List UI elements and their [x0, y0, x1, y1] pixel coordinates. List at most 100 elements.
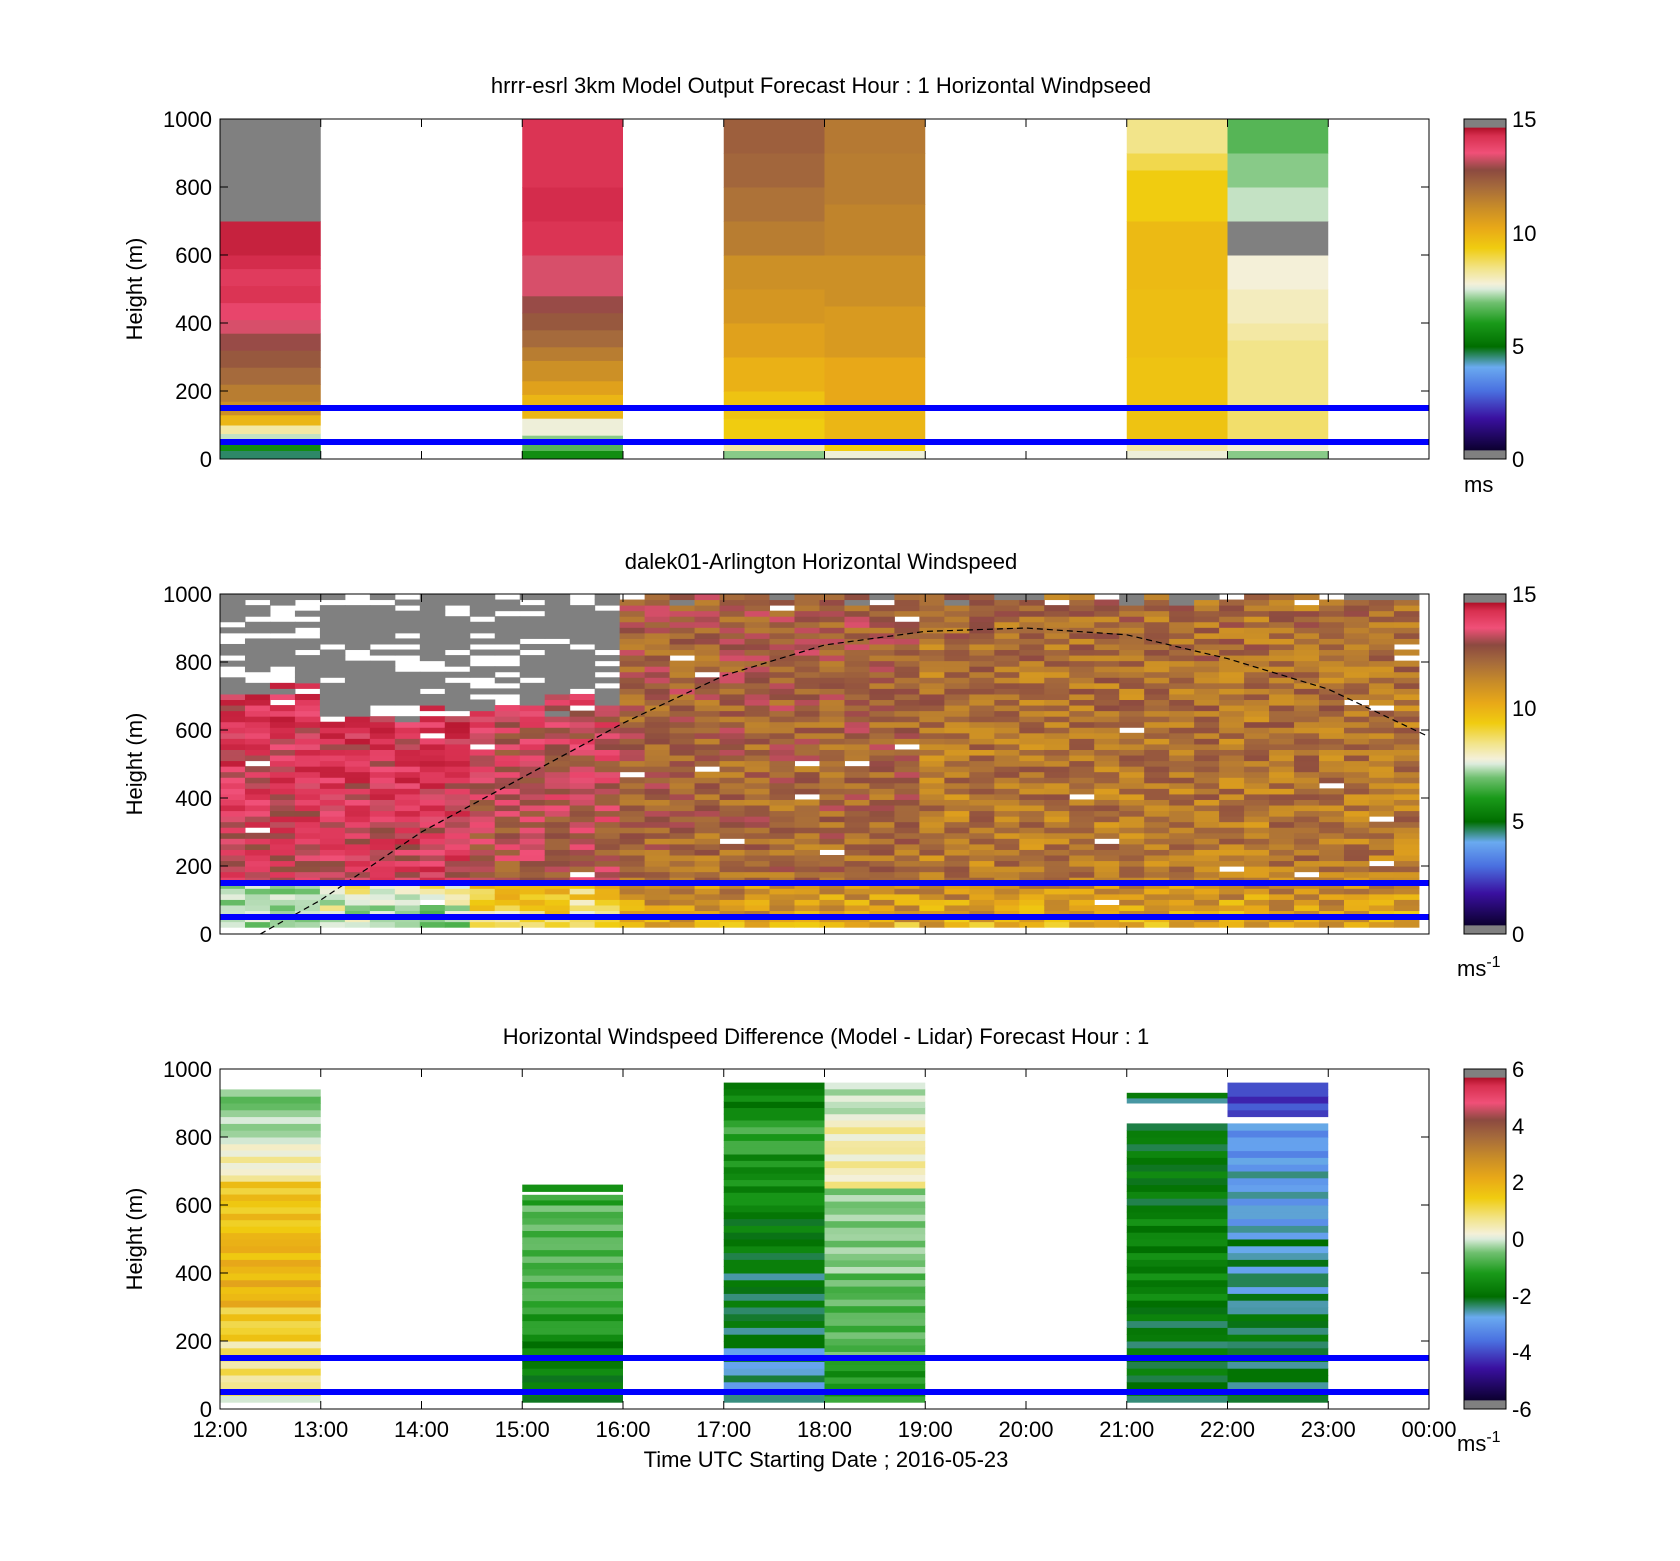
lidar-cell	[494, 866, 521, 873]
lidar-cell	[1343, 810, 1370, 817]
lidar-cell	[744, 693, 771, 701]
lidar-cell	[1069, 594, 1095, 601]
lidar-cell	[1393, 816, 1420, 823]
lidar-cell	[1244, 755, 1270, 762]
lidar-cell	[844, 888, 870, 895]
difference-cell	[723, 1211, 825, 1220]
lidar-cell	[894, 849, 920, 856]
lidar-cell	[1119, 904, 1145, 912]
lidar-cell	[744, 805, 771, 812]
lidar-cell	[644, 638, 671, 645]
lidar-cell	[1194, 705, 1220, 712]
lidar-cell	[1144, 821, 1170, 828]
lidar-cell	[594, 760, 621, 767]
lidar-cell	[1393, 866, 1420, 873]
lidar-cell	[344, 910, 371, 917]
lidar-cell	[1368, 616, 1395, 623]
lidar-cell	[769, 849, 795, 856]
lidar-cell	[769, 643, 795, 651]
lidar-cell	[220, 643, 246, 651]
lidar-cell	[694, 866, 721, 873]
difference-cell	[723, 1088, 825, 1096]
lidar-cell	[669, 921, 696, 928]
lidar-cell	[344, 782, 371, 789]
lidar-cell	[1319, 605, 1345, 612]
lidar-cell	[869, 738, 895, 745]
lidar-cell	[220, 599, 246, 606]
lidar-cell	[694, 760, 721, 767]
lidar-cell	[469, 888, 496, 895]
lidar-cell	[669, 893, 696, 900]
model-cell	[522, 450, 623, 460]
lidar-cell	[1044, 655, 1070, 662]
lidar-cell	[244, 655, 271, 662]
lidar-cell	[344, 771, 371, 778]
lidar-cell	[419, 760, 446, 767]
lidar-cell	[444, 832, 471, 839]
lidar-cell	[1019, 821, 1045, 828]
difference-cell	[1227, 1273, 1329, 1281]
lidar-cell	[969, 660, 995, 667]
lidar-cell	[1044, 821, 1070, 828]
lidar-cell	[1019, 866, 1045, 873]
lidar-cell	[1044, 732, 1070, 739]
lidar-cell	[1119, 866, 1145, 873]
lidar-cell	[544, 738, 571, 745]
lidar-cell	[619, 743, 646, 750]
lidar-cell	[519, 738, 546, 745]
lidar-cell	[1368, 605, 1395, 612]
lidar-cell	[269, 799, 296, 806]
lidar-cell	[1393, 755, 1420, 762]
lidar-cell	[1319, 838, 1345, 845]
lidar-cell	[1119, 843, 1145, 850]
lidar-cell	[394, 816, 421, 823]
lidar-cell	[1094, 710, 1120, 717]
lidar-cell	[1294, 799, 1320, 806]
lidar-cell	[719, 705, 746, 712]
lidar-cell	[519, 627, 546, 634]
difference-cell	[824, 1113, 926, 1121]
lidar-cell	[919, 693, 945, 701]
lidar-cell	[869, 693, 895, 701]
lidar-cell	[744, 682, 771, 689]
lidar-cell	[594, 871, 621, 878]
lidar-cell	[1368, 682, 1395, 689]
lidar-cell	[594, 860, 621, 867]
lidar-cell	[519, 810, 546, 817]
lidar-cell	[419, 605, 446, 612]
lidar-cell	[1169, 816, 1195, 823]
lidar-cell	[769, 688, 795, 695]
lidar-cell	[1269, 893, 1295, 900]
difference-cell	[1126, 1266, 1228, 1274]
lidar-cell	[369, 821, 396, 828]
lidar-cell	[419, 721, 446, 728]
lidar-cell	[994, 855, 1020, 862]
lidar-cell	[969, 693, 995, 701]
lidar-cell	[369, 616, 396, 623]
lidar-cell	[344, 738, 371, 745]
difference-cell	[723, 1160, 825, 1168]
lidar-cell	[519, 888, 546, 895]
lidar-cell	[919, 805, 945, 812]
lidar-cell	[344, 816, 371, 823]
lidar-cell	[1343, 910, 1370, 917]
lidar-cell	[419, 766, 446, 773]
lidar-cell	[1269, 610, 1295, 617]
lidar-cell	[594, 910, 621, 917]
difference-cell	[522, 1341, 623, 1349]
lidar-cell	[1069, 766, 1095, 773]
ytick-label: 200	[175, 379, 212, 404]
lidar-cell	[894, 888, 920, 895]
lidar-cell	[844, 766, 870, 773]
lidar-cell	[619, 710, 646, 717]
lidar-cell	[1244, 832, 1270, 839]
lidar-cell	[919, 605, 945, 612]
lidar-cell	[944, 788, 970, 795]
lidar-cell	[220, 688, 246, 695]
lidar-cell	[769, 732, 795, 739]
difference-cell	[824, 1160, 926, 1169]
lidar-cell	[319, 749, 346, 756]
lidar-cell	[644, 599, 671, 606]
lidar-cell	[1019, 738, 1045, 745]
lidar-cell	[1343, 816, 1370, 823]
